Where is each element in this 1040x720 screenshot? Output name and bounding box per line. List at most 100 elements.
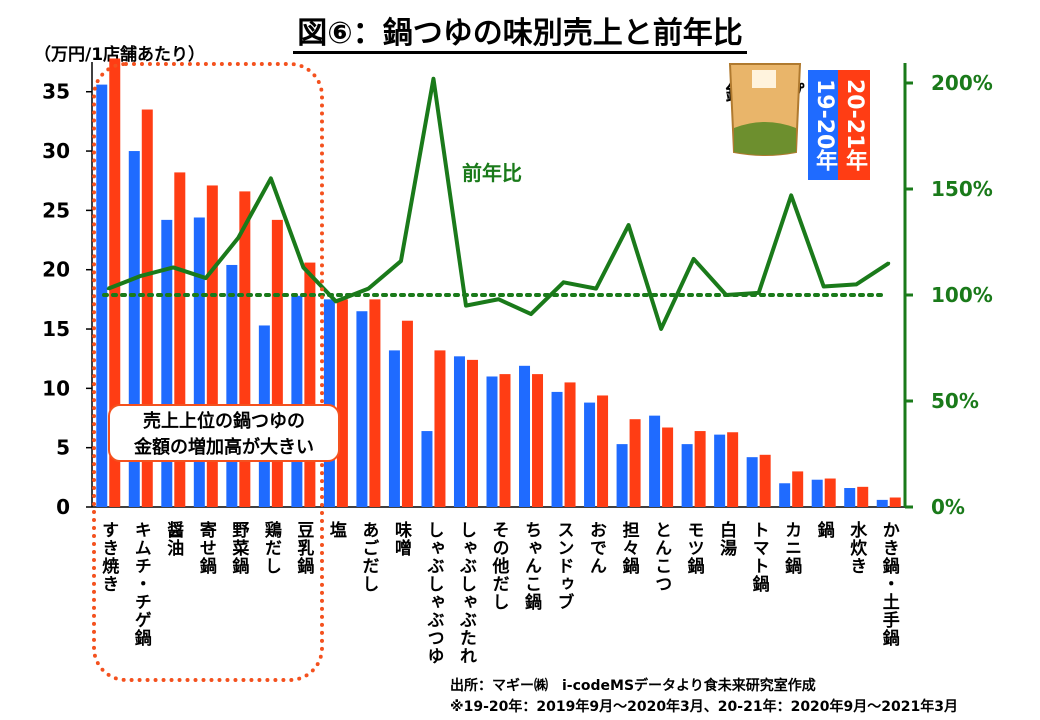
bar-20-21 bbox=[532, 374, 544, 507]
bar-19-20 bbox=[714, 434, 726, 507]
bar-19-20 bbox=[844, 488, 856, 507]
bar-19-20 bbox=[421, 431, 433, 507]
bar-20-21 bbox=[564, 382, 576, 507]
category-label: しゃぶしゃぶたれ bbox=[456, 521, 478, 665]
bar-19-20 bbox=[291, 295, 303, 507]
bar-19-20 bbox=[453, 356, 465, 507]
bar-19-20 bbox=[681, 444, 693, 507]
annotation-line-1: 売上上位の鍋つゆの bbox=[143, 411, 305, 432]
category-label: おでん bbox=[586, 521, 607, 575]
bar-20-21 bbox=[662, 427, 674, 507]
category-label: 豆乳鍋 bbox=[293, 521, 314, 575]
source-line-2: ※19-20年：2019年9月～2020年3月、20-21年：2020年9月～2… bbox=[450, 699, 958, 715]
bar-20-21 bbox=[629, 419, 641, 507]
yoy-point bbox=[659, 327, 663, 331]
bar-19-20 bbox=[551, 391, 563, 507]
bar-19-20 bbox=[486, 376, 498, 507]
yoy-point bbox=[301, 265, 305, 269]
left-axis-unit: （万円/1店舗あたり） bbox=[34, 45, 206, 65]
yoy-point bbox=[204, 276, 208, 280]
left-tick-label: 10 bbox=[42, 376, 70, 400]
bar-19-20 bbox=[356, 311, 368, 507]
left-tick-label: 0 bbox=[56, 495, 70, 519]
right-tick-label: 50% bbox=[931, 389, 979, 413]
bar-20-21 bbox=[857, 486, 869, 507]
category-label: 水炊き bbox=[846, 520, 867, 575]
bar-20-21 bbox=[434, 350, 446, 507]
right-tick-label: 200% bbox=[931, 71, 993, 95]
category-label: 味噌 bbox=[391, 520, 412, 557]
bar-20-21 bbox=[271, 219, 283, 507]
bar-20-21 bbox=[499, 374, 511, 507]
bar-19-20 bbox=[519, 365, 531, 507]
yoy-point bbox=[171, 265, 175, 269]
product-pouch-image bbox=[728, 63, 802, 156]
source-note: 出所：マギー㈱ i-codeMSデータより食未来研究室作成 ※19-20年：20… bbox=[450, 676, 958, 718]
bar-19-20 bbox=[128, 151, 140, 507]
bar-20-21 bbox=[141, 109, 153, 507]
category-label: トマト鍋 bbox=[749, 521, 770, 593]
bar-19-20 bbox=[876, 499, 888, 507]
yoy-point bbox=[106, 287, 110, 291]
bar-20-21 bbox=[889, 497, 901, 507]
yoy-point bbox=[399, 259, 403, 263]
bar-20-21 bbox=[369, 299, 381, 507]
bar-19-20 bbox=[96, 84, 108, 507]
source-line-1: 出所：マギー㈱ i-codeMSデータより食未来研究室作成 bbox=[450, 678, 816, 694]
bar-20-21 bbox=[336, 299, 348, 507]
left-tick-label: 5 bbox=[56, 436, 70, 460]
category-label: モツ鍋 bbox=[684, 521, 705, 575]
bar-20-21 bbox=[597, 395, 609, 507]
bar-19-20 bbox=[193, 217, 205, 507]
yoy-series-label: 前年比 bbox=[462, 161, 522, 185]
annotation-line-2: 金額の増加高が大きい bbox=[134, 437, 314, 458]
category-label: スンドゥブ bbox=[554, 521, 574, 611]
category-label: 寄せ鍋 bbox=[196, 520, 217, 575]
right-tick-label: 150% bbox=[931, 177, 993, 201]
bar-20-21 bbox=[304, 262, 316, 507]
category-label: かき鍋・土手鍋 bbox=[879, 521, 900, 647]
bar-19-20 bbox=[746, 457, 758, 507]
bar-20-21 bbox=[206, 185, 218, 507]
yoy-point bbox=[757, 291, 761, 295]
yoy-point bbox=[789, 193, 793, 197]
yoy-point bbox=[431, 77, 435, 81]
left-tick-label: 35 bbox=[42, 80, 70, 104]
left-tick-label: 30 bbox=[42, 139, 70, 163]
yoy-point bbox=[724, 293, 728, 297]
annotation-callout: 売上上位の鍋つゆの 金額の増加高が大きい bbox=[108, 404, 340, 462]
category-label: すき焼き bbox=[98, 521, 119, 593]
bar-19-20 bbox=[323, 299, 335, 507]
bar-20-21 bbox=[759, 454, 771, 507]
bar-20-21 bbox=[466, 359, 478, 507]
bar-19-20 bbox=[388, 350, 400, 507]
bar-19-20 bbox=[811, 479, 823, 507]
yoy-point bbox=[887, 261, 891, 265]
bar-19-20 bbox=[616, 444, 628, 507]
yoy-point bbox=[334, 299, 338, 303]
bar-20-21 bbox=[727, 432, 739, 507]
bar-19-20 bbox=[649, 415, 661, 507]
category-label: あごだし bbox=[358, 521, 378, 593]
yoy-point bbox=[236, 236, 240, 240]
bar-19-20 bbox=[226, 264, 238, 507]
yoy-point bbox=[822, 285, 826, 289]
category-label: とんこつ bbox=[651, 521, 672, 593]
yoy-point bbox=[464, 304, 468, 308]
bar-20-21 bbox=[109, 58, 121, 507]
category-label: 担々鍋 bbox=[619, 521, 640, 575]
yoy-point bbox=[497, 297, 500, 301]
category-label: 塩 bbox=[326, 520, 347, 539]
category-label: 醤油 bbox=[163, 520, 184, 557]
yoy-point bbox=[529, 312, 533, 316]
bar-20-21 bbox=[239, 191, 251, 507]
legend-period-a: 19-20年 bbox=[808, 70, 840, 180]
category-label: 鍋 bbox=[814, 520, 835, 539]
highlight-box bbox=[92, 62, 324, 682]
category-label: 白湯 bbox=[716, 520, 737, 557]
bar-20-21 bbox=[824, 478, 836, 507]
bar-19-20 bbox=[584, 402, 596, 507]
right-tick-label: 100% bbox=[931, 283, 993, 307]
right-tick-label: 0% bbox=[931, 495, 965, 519]
